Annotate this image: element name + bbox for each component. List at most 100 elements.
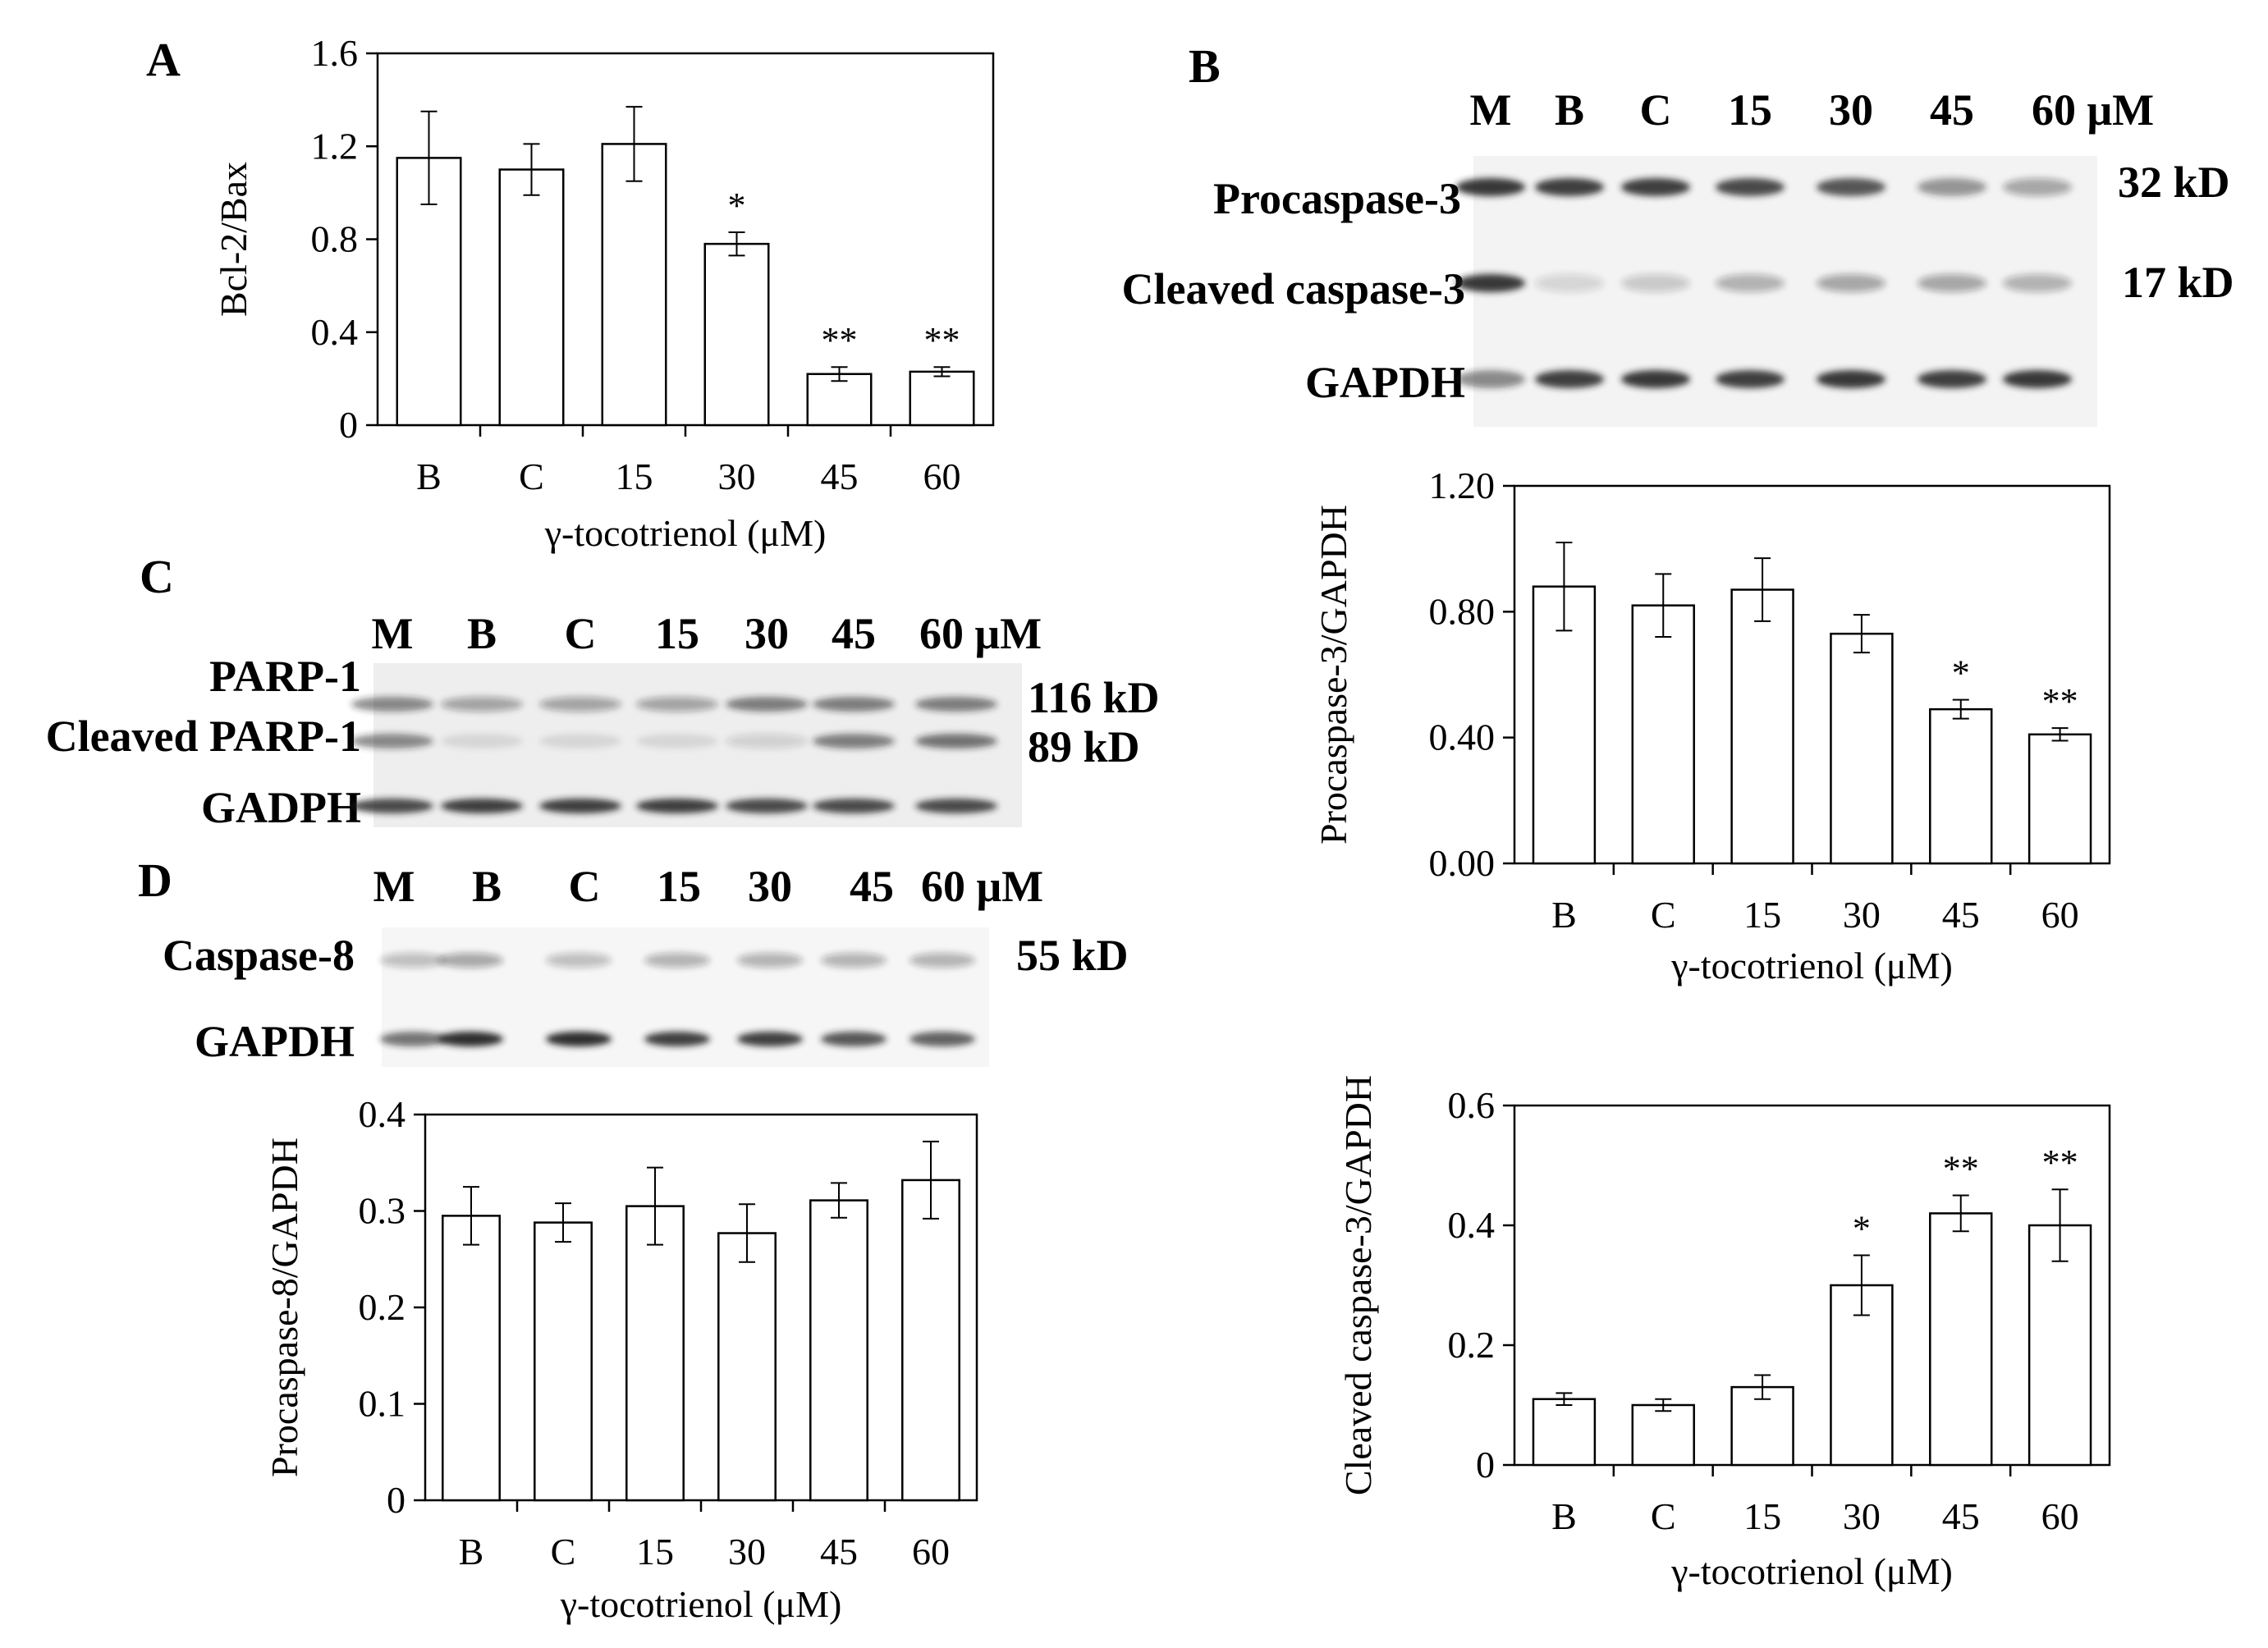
x-tick-label: C [1651,1495,1676,1537]
blot-b-kd-label: 17 kD [2122,258,2234,307]
blot-band [1917,370,1986,388]
blot-band [380,953,446,968]
bar [601,143,667,427]
blot-band [909,953,975,968]
y-tick-label: 0.6 [1448,1084,1496,1126]
blot-d-bands [380,953,975,1046]
x-tick-label: 45 [820,1531,858,1572]
plot-frame [424,1113,978,1502]
blot-band [441,697,523,712]
bar [534,1221,593,1502]
blot-band [1917,178,1986,196]
x-tick-label: B [416,455,442,497]
blot-b-lane-label: 15 [1728,85,1772,135]
panel-letter-b: B [1189,39,1221,93]
x-tick-label: 30 [728,1531,766,1572]
blot-band [1535,178,1604,196]
blot-d-lane-label: C [569,862,601,911]
blot-band [441,734,523,748]
blot-band [1817,178,1885,196]
blot-b-lane-label: 30 [1829,85,1873,135]
y-tick-label: 0 [387,1479,405,1521]
x-tick-label: 45 [821,455,859,497]
significance-label: * [728,185,746,226]
blot-d-lane-label: B [472,862,502,911]
y-tick-label: 1.20 [1429,465,1496,506]
bar [1532,1398,1597,1467]
significance-label: ** [822,320,858,360]
blot-band [915,799,997,813]
blot-band [539,734,621,748]
blot-band [909,1032,975,1046]
blot-band [1716,370,1785,388]
x-tick-label: B [459,1531,484,1572]
blot-c-lane-label: 45 [832,609,876,658]
blot-band [1621,370,1690,388]
blot-b-lane-label: 45 [1930,85,1974,135]
blot-c-lane-label: C [565,609,597,658]
blot-band [351,734,433,748]
y-tick-label: 1.6 [311,32,359,74]
y-tick-label: 0.80 [1429,590,1496,632]
y-tick-label: 0.2 [1448,1324,1496,1366]
x-tick-label: 30 [718,455,756,497]
y-tick-label: 0.4 [1448,1204,1496,1246]
bar [1830,632,1894,865]
x-tick-label: B [1551,894,1577,936]
blot-b-bands [1456,178,2072,388]
blot-band [636,799,718,813]
y-tick-label: 0.00 [1429,842,1496,884]
x-tick-label: 45 [1942,894,1980,936]
bar [1730,1385,1794,1467]
x-tick-label: 15 [636,1531,674,1572]
blot-b: M B C 15 30 45 60 μM Procaspase-3 Cleave… [1122,85,2234,427]
blot-band [351,799,433,813]
x-tick-label: 60 [2041,1495,2079,1537]
blot-c-bands [351,697,997,813]
significance-label: * [1853,1209,1871,1249]
x-tick-label: 30 [1843,1495,1881,1537]
blot-d-kd-label: 55 kD [1016,931,1129,980]
x-tick-label: 60 [923,455,961,497]
blot-c-lane-label: 60 μM [919,609,1042,658]
blot-band [726,697,808,712]
bar [625,1205,685,1502]
blot-band [915,697,997,712]
blot-band [1621,178,1690,196]
x-tick-label: C [551,1531,576,1572]
x-tick-label: 30 [1843,894,1881,936]
blot-band [1535,274,1604,292]
x-axis-label: γ-tocotrienol (μM) [544,512,827,554]
blot-c-lane-label: B [467,609,497,658]
y-tick-label: 0.1 [359,1383,406,1425]
blot-band [726,799,808,813]
blot-band [2003,370,2072,388]
chart-b-cleaved-caspase-3: 0 0.2 0.4 0.6 B C 15 * 30 ** 45 ** 60 γ-tocotrienol (… [1337,1075,2111,1592]
blot-band [644,953,710,968]
y-axis-label: Procaspase-3/GAPDH [1313,505,1354,845]
blot-band [351,697,433,712]
blot-band [1917,274,1986,292]
blot-d-lane-labels: M B C 15 30 45 60 μM [373,862,1044,911]
blot-band [915,734,997,748]
blot-d-row-label: GAPDH [195,1017,355,1066]
blot-band [380,1032,446,1046]
x-tick-label: C [519,455,544,497]
blot-band [813,799,895,813]
blot-band [2003,178,2072,196]
significance-label: ** [924,320,960,360]
blot-band [813,734,895,748]
blot-b-kd-label: 32 kD [2118,158,2230,207]
y-tick-label: 0.3 [359,1190,406,1232]
chart-b-procaspase-3: 0.00 0.40 0.80 1.20 B C 15 30 * 45 ** 60 γ-tocotrien… [1313,465,2111,987]
blot-band [441,799,523,813]
blot-c-kd-label: 89 kD [1028,722,1140,771]
panel-letter-c: C [140,550,174,603]
blot-b-lane-label: B [1555,85,1584,135]
blot-c-lane-label: 30 [745,609,789,658]
bar [717,1232,777,1502]
blot-band [636,734,718,748]
blot-band [438,953,503,968]
blot-band [726,734,808,748]
blot-band [1817,274,1885,292]
